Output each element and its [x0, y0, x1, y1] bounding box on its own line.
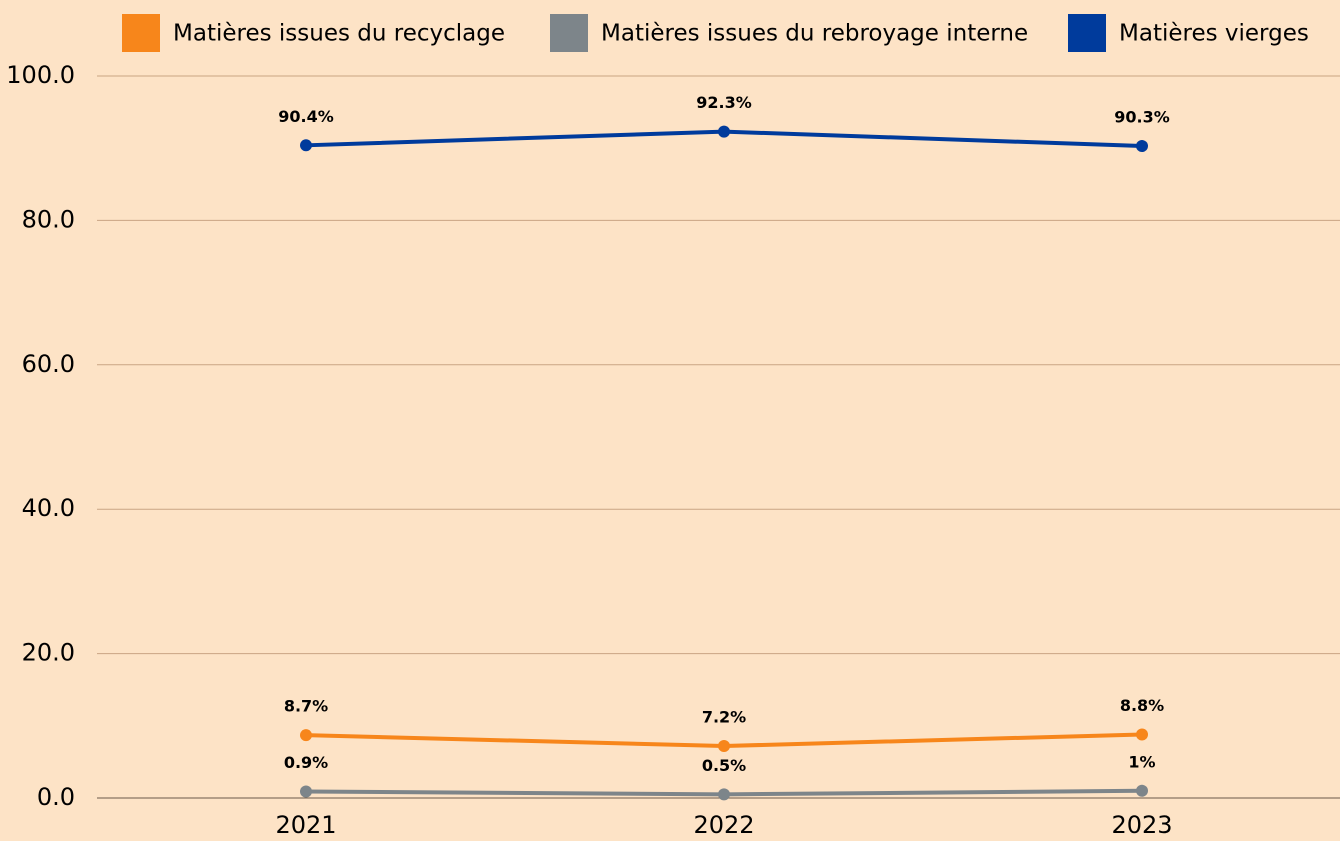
data-label: 1%: [1128, 752, 1155, 771]
legend-label: Matières issues du rebroyage interne: [601, 21, 1028, 47]
data-label: 90.3%: [1114, 108, 1170, 127]
legend-swatch: [550, 14, 588, 52]
data-label: 90.4%: [278, 107, 334, 126]
x-tick-label: 2023: [1111, 811, 1172, 839]
data-point: [300, 139, 312, 152]
legend-swatch: [122, 14, 160, 52]
data-label: 8.8%: [1120, 696, 1164, 715]
data-label: 7.2%: [702, 708, 746, 727]
data-point: [1136, 784, 1148, 797]
y-tick-label: 20.0: [22, 639, 75, 667]
legend-swatch: [1068, 14, 1106, 52]
y-tick-label: 60.0: [22, 350, 75, 378]
x-tick-label: 2022: [693, 811, 754, 839]
y-tick-label: 80.0: [22, 205, 75, 233]
data-label: 0.9%: [284, 753, 328, 772]
y-tick-label: 0.0: [37, 783, 75, 811]
legend-label: Matières vierges: [1119, 21, 1309, 47]
data-label: 0.5%: [702, 756, 746, 775]
legend-label: Matières issues du recyclage: [173, 21, 505, 47]
data-point: [1136, 728, 1148, 741]
data-label: 92.3%: [696, 93, 752, 112]
data-point: [300, 785, 312, 798]
data-point: [300, 729, 312, 742]
data-point: [718, 788, 730, 801]
data-point: [1136, 140, 1148, 153]
data-label: 8.7%: [284, 697, 328, 716]
data-point: [718, 125, 730, 138]
x-tick-label: 2021: [275, 811, 336, 839]
data-point: [718, 740, 730, 753]
y-tick-label: 100.0: [6, 61, 75, 89]
y-tick-label: 40.0: [22, 494, 75, 522]
